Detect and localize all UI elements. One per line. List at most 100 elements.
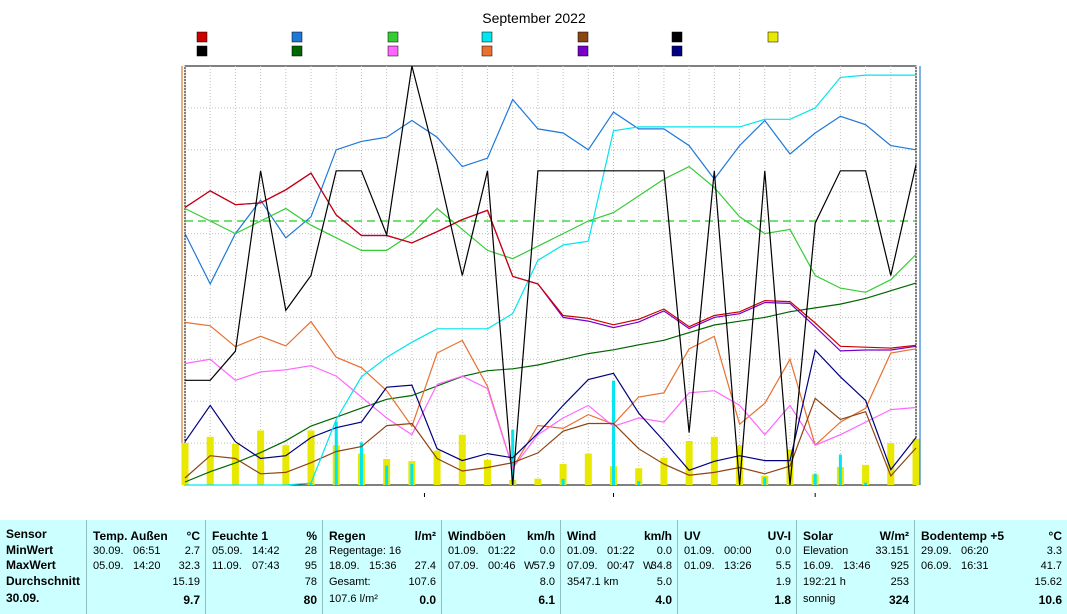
min-time: 01:22	[607, 545, 635, 557]
max-value: 95	[304, 560, 317, 572]
avg-value: 107.6	[408, 576, 436, 588]
series-line-wind	[184, 397, 917, 479]
min-value: 28	[304, 545, 317, 557]
bar-sonnenschein	[483, 459, 491, 485]
bar-sonnenschein	[307, 430, 315, 485]
max-value: 41.7	[1040, 560, 1062, 572]
today-value: 80	[303, 593, 317, 607]
today-value: 4.0	[655, 593, 672, 607]
max-direction: W	[643, 560, 654, 572]
section-unit: °C	[186, 529, 200, 543]
legend-swatch-windb-en	[671, 45, 683, 57]
avg-value: 15.62	[1034, 576, 1062, 588]
series-line-uv	[184, 358, 917, 470]
avg-value: 8.0	[539, 576, 555, 588]
max-time: 14:20	[133, 560, 161, 572]
bar-t-regen	[309, 483, 313, 485]
section-temp-au-en: Temp. Außen °C 30.09. 06:51 2.7 05.09. 14:20 32…	[86, 520, 206, 614]
avg-value: 5.0	[656, 576, 672, 588]
min-date: 01.09.	[448, 545, 479, 557]
min-time: 06:51	[133, 545, 161, 557]
bar-t-regen	[334, 421, 338, 485]
bar-t-regen	[813, 473, 817, 485]
section-wind: Wind km/h 01.09. 01:22 0.0 07.09. 00:47 W 34.8 35…	[560, 520, 678, 614]
today-value: 0.0	[419, 593, 436, 607]
min-time: 00:00	[724, 545, 752, 557]
min-value: 0.0	[656, 545, 672, 557]
legend-swatch-wind	[577, 31, 589, 43]
bar-t-regen	[637, 481, 641, 485]
max-value: 5.5	[775, 560, 791, 572]
today-label: 30.09.	[6, 591, 40, 605]
series-line-temp-au-en	[184, 172, 917, 349]
max-value: 34.8	[650, 560, 672, 572]
min-time: 14:42	[252, 545, 280, 557]
chart-title: September 2022	[482, 10, 586, 26]
section-regen: Regen l/m² Regentage: 16 18.09. 15:36 27.4 Ges…	[322, 520, 442, 614]
bar-sonnenschein	[660, 457, 668, 485]
x-axis	[423, 493, 816, 497]
min-text: Regentage: 16	[329, 545, 402, 557]
max-value: 925	[890, 560, 909, 572]
bar-sonnenschein	[559, 464, 567, 485]
section-title: UV	[684, 529, 701, 543]
bar-sonnenschein	[458, 434, 466, 485]
bar-sonnenschein	[685, 441, 693, 485]
bar-sonnenschein	[887, 443, 895, 485]
min-date: 30.09.	[93, 545, 124, 557]
legend-swatch-feuchte-1	[291, 31, 303, 43]
max-date: 07.09.	[567, 560, 598, 572]
min-time: 01:22	[488, 545, 516, 557]
bar-sonnenschein	[736, 445, 744, 485]
max-date: 11.09.	[212, 560, 242, 572]
avg-value: 1.9	[775, 576, 791, 588]
bar-t-regen	[763, 477, 767, 485]
bar-sonnenschein	[912, 438, 920, 485]
max-date: 06.09.	[921, 560, 952, 572]
avg-label: 192:21 h	[803, 576, 846, 588]
min-date: 05.09.	[212, 545, 243, 557]
min-value: 0.0	[539, 545, 555, 557]
section-title: Regen	[329, 529, 366, 543]
section-unit: l/m²	[414, 529, 436, 543]
section-bodentemp-5: Bodentemp +5 °C 29.09. 06:20 3.3 06.09. 16:31 4…	[914, 520, 1067, 614]
max-time: 00:46	[488, 560, 516, 572]
min-value: 33.151	[875, 545, 909, 557]
max-value: 57.9	[533, 560, 555, 572]
avg-value: 253	[890, 576, 909, 588]
bar-sonnenschein	[534, 478, 542, 485]
series-line-luftdruck	[184, 165, 917, 293]
bar-t-regen	[838, 454, 842, 485]
max-date: 01.09.	[684, 560, 715, 572]
legend-swatch-solar	[481, 45, 493, 57]
bar-t-regen	[561, 478, 565, 485]
series-line-et	[184, 282, 917, 483]
max-date: 05.09.	[93, 560, 124, 572]
bar-t-regen	[410, 464, 414, 485]
bar-sonnenschein	[584, 453, 592, 485]
avg-label: Durchschnitt	[6, 574, 81, 588]
legend-swatch-et	[291, 45, 303, 57]
axes	[181, 66, 921, 485]
plot-area	[181, 65, 920, 486]
series-line-richtung	[185, 65, 917, 486]
section-title: Temp. Außen	[93, 529, 168, 543]
bar-sonnenschein	[181, 443, 189, 485]
min-date: 29.09.	[921, 545, 952, 557]
section-feuchte-1: Feuchte 1% 05.09. 14:42 28 11.09. 07:43 95 78 80	[205, 520, 323, 614]
bar-t-regen	[864, 482, 868, 485]
bar-sonnenschein	[635, 468, 643, 485]
legend	[196, 31, 779, 57]
max-time: 07:43	[252, 560, 280, 572]
max-date: 18.09.	[329, 560, 360, 572]
max-value: 32.3	[178, 560, 200, 572]
today-value: 6.1	[538, 593, 555, 607]
min-label: MinWert	[6, 543, 54, 557]
today-value: 324	[888, 593, 909, 607]
bar-sonnenschein	[206, 436, 214, 485]
series-line-regen	[185, 74, 916, 486]
max-time: 13:26	[724, 560, 752, 572]
bar-t-regen	[359, 442, 363, 485]
max-value: 27.4	[414, 560, 436, 572]
legend-swatch-uv	[387, 45, 399, 57]
